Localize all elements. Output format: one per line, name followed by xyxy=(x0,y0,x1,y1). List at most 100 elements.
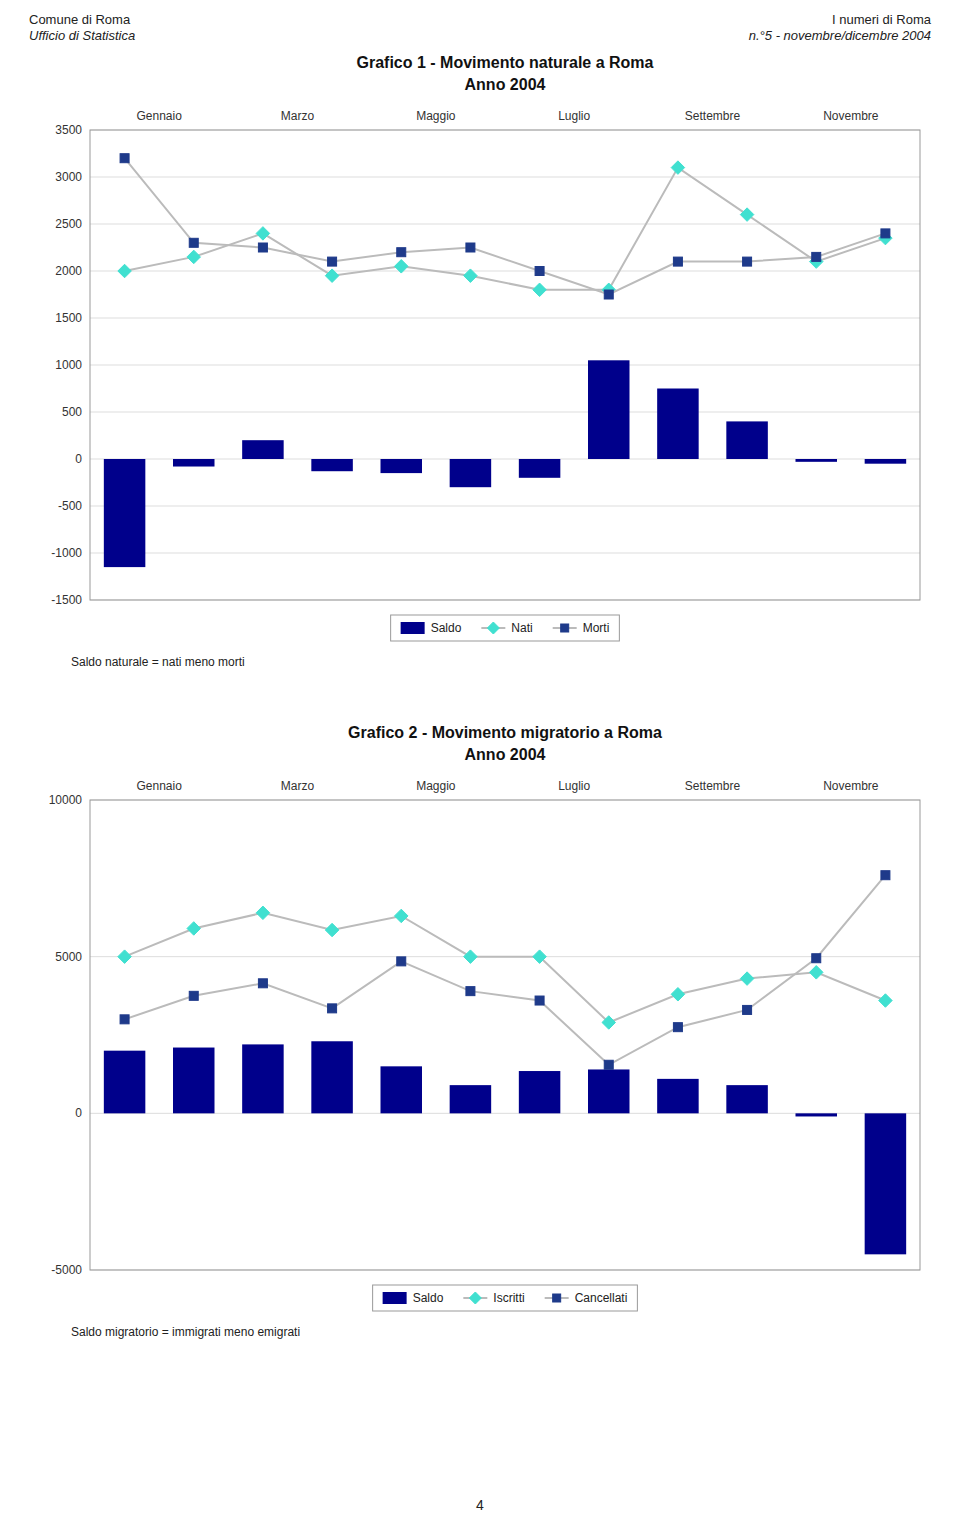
legend-entry: Iscritti xyxy=(463,1291,524,1305)
x-tick-label: Settembre xyxy=(685,779,741,793)
chart-subtitle: Anno 2004 xyxy=(465,746,546,763)
grid-line xyxy=(90,412,920,413)
bar xyxy=(726,421,768,459)
marker xyxy=(879,994,893,1008)
legend-label: Cancellati xyxy=(575,1291,628,1305)
legend-marker xyxy=(561,624,569,632)
x-tick-label: Luglio xyxy=(558,109,590,123)
y-tick-label: 3500 xyxy=(55,123,82,137)
marker xyxy=(740,208,754,222)
legend-frame xyxy=(391,615,620,641)
bar xyxy=(311,459,353,471)
marker xyxy=(740,972,754,986)
bar xyxy=(450,459,492,487)
marker xyxy=(604,1060,613,1069)
x-tick-label: Marzo xyxy=(281,779,315,793)
marker xyxy=(535,267,544,276)
chart-title: Grafico 1 - Movimento naturale a Roma xyxy=(357,54,654,71)
chart-title: Grafico 2 - Movimento migratorio a Roma xyxy=(348,724,662,741)
header-left: Ufficio di Statistica xyxy=(29,28,135,43)
marker xyxy=(120,1015,129,1024)
bar xyxy=(796,1113,838,1116)
grid-line xyxy=(90,271,920,272)
bar xyxy=(104,459,146,567)
grid-line xyxy=(90,318,920,319)
legend-label: Nati xyxy=(511,621,532,635)
legend-frame xyxy=(373,1285,638,1311)
plot-area xyxy=(90,800,920,1270)
legend: SaldoIscrittiCancellati xyxy=(373,1285,638,1311)
grid-line xyxy=(90,224,920,225)
header-left: Comune di Roma xyxy=(29,12,131,27)
marker xyxy=(671,988,685,1002)
bar xyxy=(381,459,423,473)
x-tick-label: Maggio xyxy=(416,109,456,123)
bar xyxy=(588,360,630,459)
bar xyxy=(865,1113,907,1254)
marker xyxy=(118,264,131,278)
bar xyxy=(173,459,215,467)
marker xyxy=(258,979,267,988)
legend-label: Morti xyxy=(583,621,610,635)
line xyxy=(125,913,886,1023)
grid-line xyxy=(90,553,920,554)
marker xyxy=(328,257,337,266)
y-tick-label: 0 xyxy=(75,1106,82,1120)
marker xyxy=(673,1023,682,1032)
marker xyxy=(325,923,339,937)
marker xyxy=(604,290,613,299)
line xyxy=(125,168,886,290)
y-tick-label: 2500 xyxy=(55,217,82,231)
bar xyxy=(519,1071,561,1113)
bar xyxy=(242,440,284,459)
legend-marker xyxy=(469,1292,481,1304)
bar xyxy=(104,1051,146,1114)
chart: Grafico 1 - Movimento naturale a Roma Ann… xyxy=(51,54,920,669)
page: Comune di RomaUfficio di Statistica I num… xyxy=(0,0,960,1531)
y-tick-label: -1000 xyxy=(51,546,82,560)
y-tick-label: -5000 xyxy=(51,1263,82,1277)
marker xyxy=(881,229,890,238)
marker xyxy=(464,269,478,283)
legend: Saldo Nati Morti xyxy=(391,615,620,641)
marker xyxy=(810,966,824,980)
page-number: 4 xyxy=(476,1497,484,1513)
bar xyxy=(173,1048,215,1114)
bar xyxy=(657,389,699,460)
marker xyxy=(533,950,547,964)
legend-label: Iscritti xyxy=(493,1291,524,1305)
line xyxy=(125,158,886,294)
plot-frame xyxy=(90,130,920,600)
marker xyxy=(256,227,270,241)
marker xyxy=(325,269,339,283)
x-tick-label: Luglio xyxy=(558,779,590,793)
marker xyxy=(395,260,409,274)
marker xyxy=(533,283,547,297)
marker xyxy=(189,991,198,1000)
y-tick-label: 500 xyxy=(62,405,82,419)
legend-entry: Saldo xyxy=(401,621,462,635)
legend-swatch xyxy=(383,1292,407,1304)
data-group xyxy=(104,871,906,1255)
marker xyxy=(189,238,198,247)
data-group xyxy=(104,154,906,567)
marker xyxy=(118,950,131,964)
marker xyxy=(397,248,406,257)
x-tick-label: Maggio xyxy=(416,779,456,793)
header-right: n.°5 - novembre/dicembre 2004 xyxy=(749,28,931,43)
marker xyxy=(328,1004,337,1013)
chart-subtitle: Anno 2004 xyxy=(465,76,546,93)
bar xyxy=(865,459,907,464)
x-tick-label: Settembre xyxy=(685,109,741,123)
marker xyxy=(466,987,475,996)
x-tick-label: Novembre xyxy=(823,779,879,793)
chart: Grafico 2 - Movimento migratorio a Roma A… xyxy=(49,724,920,1339)
marker xyxy=(743,1005,752,1014)
y-tick-label: 5000 xyxy=(55,950,82,964)
header-right: I numeri di Roma xyxy=(832,12,932,27)
plot-frame xyxy=(90,800,920,1270)
grid-line xyxy=(90,177,920,178)
marker xyxy=(812,252,821,261)
y-tick-label: 0 xyxy=(75,452,82,466)
y-tick-label: 2000 xyxy=(55,264,82,278)
